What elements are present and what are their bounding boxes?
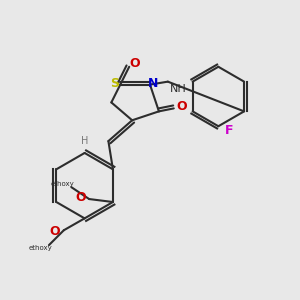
Text: S: S [110, 76, 119, 90]
Text: H: H [81, 136, 88, 146]
Text: N: N [148, 76, 158, 90]
Text: ethoxy: ethoxy [28, 245, 52, 251]
Text: NH: NH [170, 84, 187, 94]
Text: O: O [75, 191, 86, 204]
Text: F: F [224, 124, 233, 137]
Text: O: O [130, 57, 140, 70]
Text: O: O [50, 225, 60, 238]
Text: ethoxy: ethoxy [50, 181, 74, 187]
Text: O: O [176, 100, 187, 113]
